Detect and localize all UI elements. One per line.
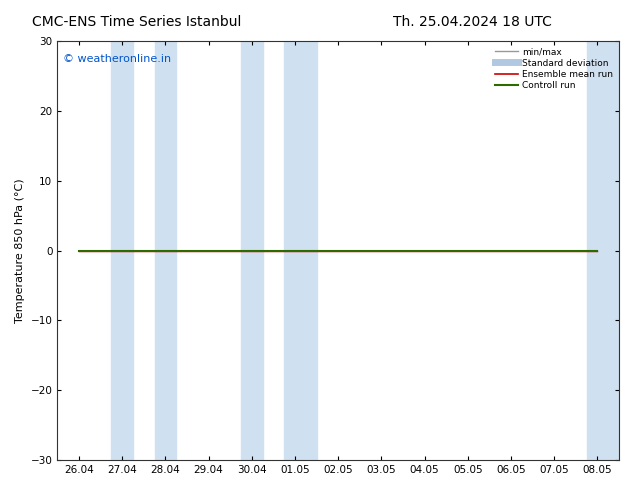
Y-axis label: Temperature 850 hPa (°C): Temperature 850 hPa (°C) [15,178,25,323]
Bar [586,41,634,460]
Bar [284,41,316,460]
Bar [241,41,262,460]
Text: Th. 25.04.2024 18 UTC: Th. 25.04.2024 18 UTC [393,15,552,29]
Text: CMC-ENS Time Series Istanbul: CMC-ENS Time Series Istanbul [32,15,241,29]
Bar [155,41,176,460]
Bar [112,41,133,460]
Legend: min/max, Standard deviation, Ensemble mean run, Controll run: min/max, Standard deviation, Ensemble me… [494,46,614,92]
Text: © weatheronline.in: © weatheronline.in [63,53,171,64]
